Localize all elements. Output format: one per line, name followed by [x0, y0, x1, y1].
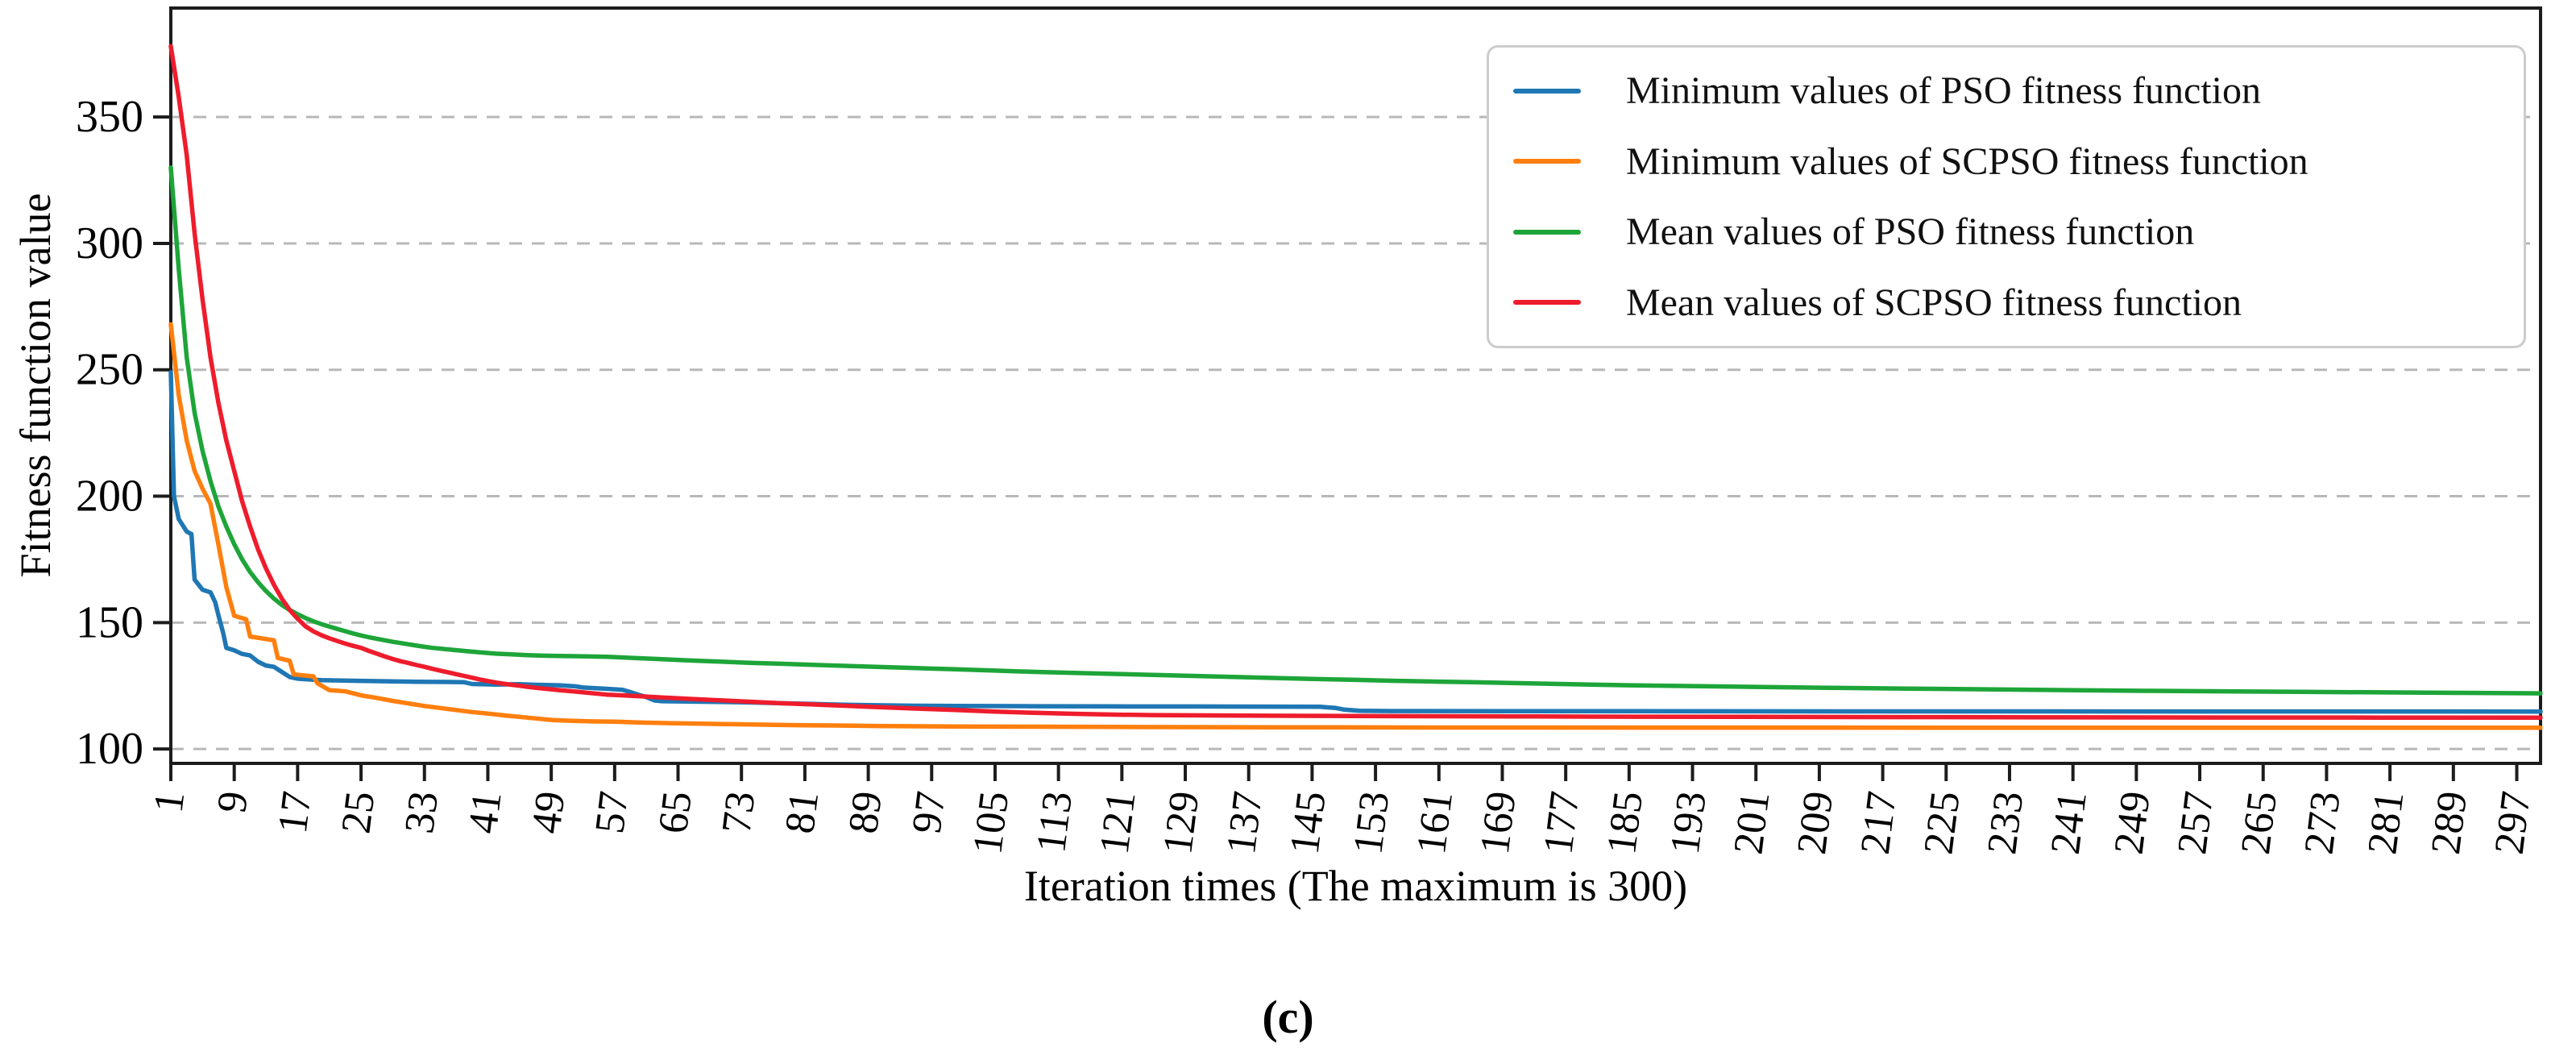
- x-tick-label-289: 289: [2423, 789, 2476, 857]
- x-tick-label-193: 193: [1662, 789, 1715, 857]
- legend-item: Mean values of PSO fitness function: [1489, 197, 2524, 267]
- series-line-1: [168, 322, 2543, 730]
- x-tick-label-129: 129: [1155, 789, 1208, 857]
- legend-label: Minimum values of SCPSO fitness function: [1626, 139, 2308, 183]
- x-tick-label-281: 281: [2359, 789, 2412, 857]
- y-tick-label-250: 250: [76, 345, 143, 395]
- x-tick-label-113: 113: [1028, 789, 1081, 855]
- x-tick-label-121: 121: [1092, 789, 1145, 857]
- x-tick-label-65: 65: [650, 789, 701, 837]
- x-tick-label-57: 57: [587, 789, 637, 837]
- x-tick-label-297: 297: [2487, 789, 2540, 857]
- x-tick-label-217: 217: [1852, 789, 1906, 857]
- x-tick-label-169: 169: [1472, 789, 1525, 857]
- legend: Minimum values of PSO fitness function Mi…: [1487, 45, 2526, 348]
- x-tick-label-273: 273: [2296, 789, 2350, 857]
- y-tick-label-300: 300: [76, 218, 143, 268]
- legend-item: Minimum values of SCPSO fitness function: [1489, 127, 2524, 196]
- x-tick-label-145: 145: [1282, 789, 1335, 857]
- x-tick-label-249: 249: [2106, 789, 2159, 857]
- x-tick-label-177: 177: [1535, 789, 1588, 857]
- series-line-2: [168, 165, 2543, 696]
- x-tick-label-241: 241: [2043, 789, 2096, 857]
- legend-item: Mean values of SCPSO fitness function: [1489, 268, 2524, 337]
- x-tick-label-209: 209: [1789, 789, 1842, 857]
- x-tick-label-33: 33: [396, 789, 447, 837]
- x-tick-label-9: 9: [209, 789, 257, 816]
- y-tick-label-350: 350: [76, 92, 143, 142]
- legend-label: Mean values of SCPSO fitness function: [1626, 281, 2242, 324]
- x-tick-label-73: 73: [714, 789, 765, 837]
- x-tick-label-89: 89: [840, 789, 891, 837]
- x-tick-label-25: 25: [333, 789, 384, 837]
- y-tick-label-200: 200: [76, 472, 143, 522]
- series-line-3: [168, 44, 2543, 720]
- x-tick-label-153: 153: [1345, 789, 1398, 857]
- figure-caption: (c): [1262, 991, 1314, 1043]
- x-tick-label-1: 1: [146, 789, 194, 816]
- x-tick-label-185: 185: [1599, 789, 1652, 857]
- x-tick-label-265: 265: [2233, 789, 2286, 857]
- y-axis-label: Fitness function value: [11, 193, 60, 578]
- y-tick-label-150: 150: [76, 597, 143, 647]
- x-tick-label-105: 105: [964, 789, 1018, 857]
- x-tick-label-161: 161: [1408, 789, 1462, 857]
- x-tick-label-137: 137: [1218, 789, 1271, 857]
- x-tick-label-17: 17: [270, 789, 321, 837]
- legend-line-swatch: [1513, 88, 1581, 94]
- legend-label: Mean values of PSO fitness function: [1626, 210, 2195, 254]
- legend-line-swatch: [1513, 229, 1581, 235]
- x-tick-label-81: 81: [777, 789, 828, 837]
- y-tick-label-100: 100: [76, 724, 143, 774]
- x-axis-label: Iteration times (The maximum is 300): [1023, 862, 1688, 910]
- legend-line-swatch: [1513, 300, 1581, 306]
- x-tick-label-97: 97: [904, 789, 955, 837]
- x-tick-label-49: 49: [524, 789, 575, 837]
- x-tick-label-233: 233: [1979, 789, 2032, 857]
- x-tick-label-41: 41: [460, 789, 511, 837]
- legend-item: Minimum values of PSO fitness function: [1489, 56, 2524, 126]
- x-tick-label-201: 201: [1725, 789, 1778, 857]
- series-line-0: [168, 370, 2543, 714]
- legend-label: Minimum values of PSO fitness function: [1626, 69, 2261, 113]
- legend-line-swatch: [1513, 159, 1581, 164]
- x-tick-label-257: 257: [2169, 789, 2222, 857]
- x-tick-label-225: 225: [1915, 789, 1968, 857]
